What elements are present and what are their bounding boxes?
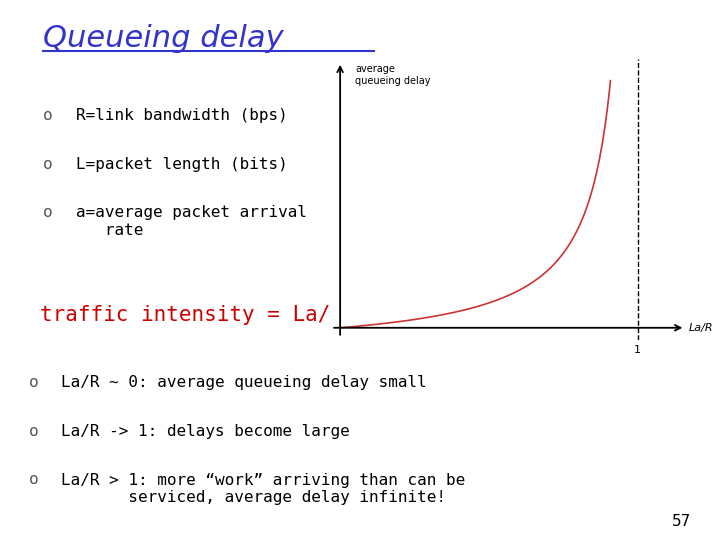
Text: Queueing delay: Queueing delay	[43, 24, 284, 53]
Text: R=link bandwidth (bps): R=link bandwidth (bps)	[76, 108, 287, 123]
Text: o: o	[29, 375, 38, 390]
Text: a=average packet arrival
   rate: a=average packet arrival rate	[76, 205, 307, 238]
Text: traffic intensity = La/R: traffic intensity = La/R	[40, 305, 343, 325]
Text: 1: 1	[634, 345, 641, 355]
Text: La/R > 1: more “work” arriving than can be
       serviced, average delay infini: La/R > 1: more “work” arriving than can …	[61, 472, 465, 505]
Text: average
queueing delay: average queueing delay	[355, 64, 431, 86]
Text: o: o	[29, 472, 38, 488]
Text: L=packet length (bits): L=packet length (bits)	[76, 157, 287, 172]
Text: La/R: La/R	[688, 323, 713, 333]
Text: La/R ~ 0: average queueing delay small: La/R ~ 0: average queueing delay small	[61, 375, 427, 390]
Text: o: o	[29, 424, 38, 439]
Text: o: o	[43, 157, 53, 172]
Text: o: o	[43, 108, 53, 123]
Text: 57: 57	[672, 514, 691, 529]
Text: La/R -> 1: delays become large: La/R -> 1: delays become large	[61, 424, 350, 439]
Text: o: o	[43, 205, 53, 220]
